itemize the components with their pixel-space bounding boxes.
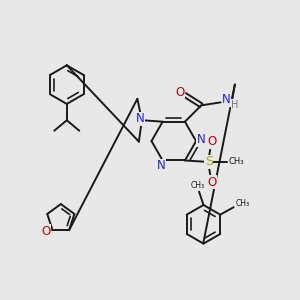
Text: O: O — [175, 86, 184, 99]
Text: N: N — [136, 112, 145, 125]
Text: O: O — [207, 176, 216, 189]
Text: CH₃: CH₃ — [229, 158, 244, 166]
Text: N: N — [157, 159, 166, 172]
Text: S: S — [205, 155, 213, 169]
Text: N: N — [222, 94, 231, 106]
Text: O: O — [207, 135, 216, 148]
Text: O: O — [41, 225, 50, 238]
Text: H: H — [231, 100, 239, 110]
Text: CH₃: CH₃ — [190, 181, 205, 190]
Text: N: N — [197, 133, 206, 146]
Text: CH₃: CH₃ — [236, 199, 250, 208]
